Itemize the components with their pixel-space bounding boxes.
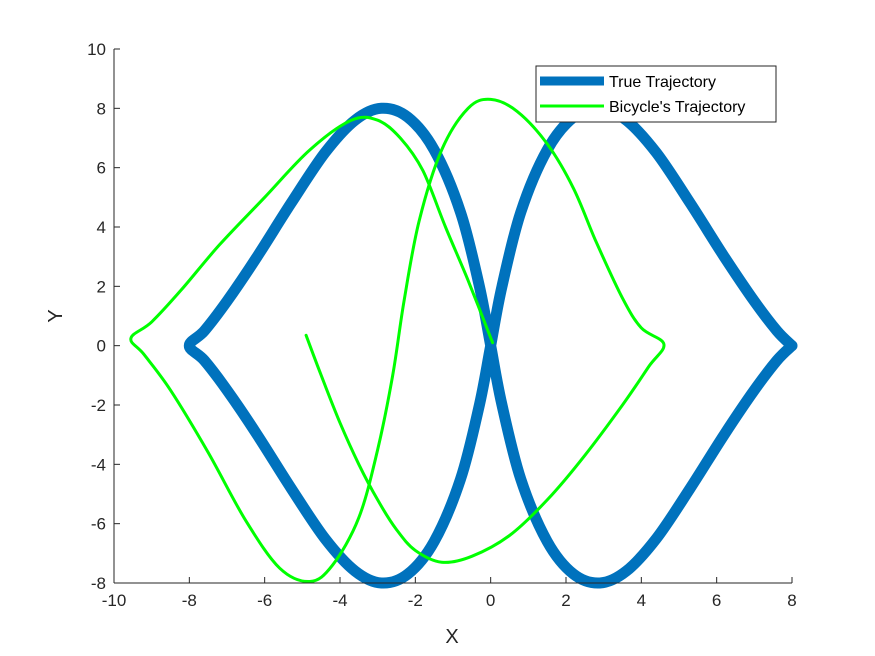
legend-label-true-trajectory: True Trajectory xyxy=(609,74,716,91)
x-tick-label: 0 xyxy=(486,591,495,610)
y-ticks: -8 -6 -4 -2 0 2 4 6 8 10 xyxy=(87,40,120,593)
series-line-bicycles-trajectory xyxy=(129,97,666,584)
y-axis-label: Y xyxy=(45,309,67,322)
x-tick-label: 2 xyxy=(561,591,570,610)
y-tick-label: 2 xyxy=(97,277,106,296)
x-tick-label: -4 xyxy=(332,591,347,610)
x-tick-label: 4 xyxy=(637,591,646,610)
y-tick-label: -4 xyxy=(91,455,106,474)
legend-box xyxy=(535,65,777,123)
x-tick-label: 8 xyxy=(787,591,796,610)
y-tick-label: 0 xyxy=(97,337,106,356)
y-tick-label: -6 xyxy=(91,515,106,534)
x-tick-label: 6 xyxy=(712,591,721,610)
y-tick-label: 4 xyxy=(97,218,106,237)
x-tick-label: -8 xyxy=(182,591,197,610)
x-tick-label: -2 xyxy=(408,591,423,610)
y-tick-label: 6 xyxy=(97,159,106,178)
y-tick-label: 8 xyxy=(97,99,106,118)
y-tick-label: 10 xyxy=(87,40,106,59)
x-tick-label: -6 xyxy=(257,591,272,610)
x-tick-label: -10 xyxy=(102,591,127,610)
legend-label-bicycles-trajectory: Bicycle's Trajectory xyxy=(609,99,745,116)
x-ticks: -10 -8 -6 -4 -2 0 2 4 6 8 xyxy=(102,577,797,610)
y-tick-label: -8 xyxy=(91,574,106,593)
legend: True Trajectory Bicycle's Trajectory xyxy=(535,65,777,123)
x-axis-label: X xyxy=(445,626,458,648)
y-tick-label: -2 xyxy=(91,396,106,415)
